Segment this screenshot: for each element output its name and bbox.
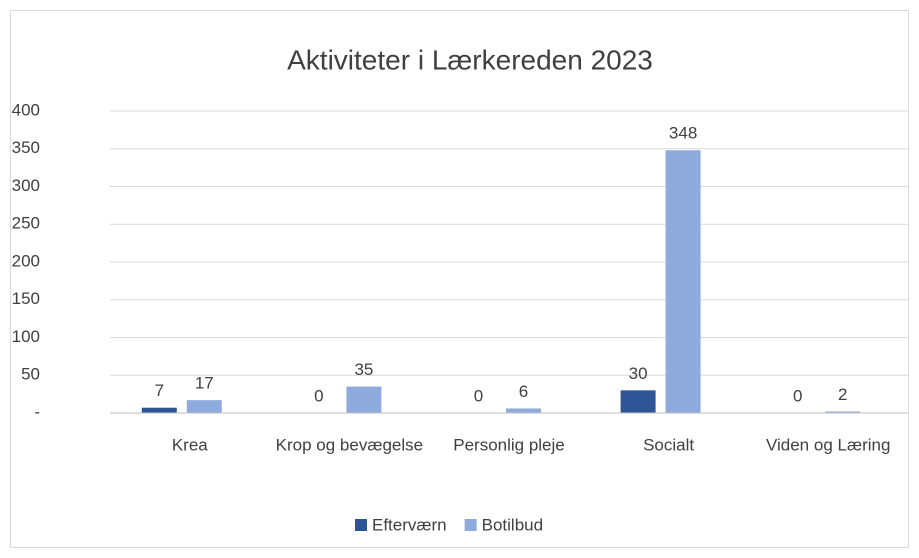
chart-border <box>10 10 909 548</box>
data-label: 17 <box>195 374 214 393</box>
legend-label: Botilbud <box>482 515 543 534</box>
legend-swatch <box>355 519 367 531</box>
bar <box>186 400 222 413</box>
y-tick-label: 50 <box>21 365 40 384</box>
x-tick-label: Krea <box>172 435 208 454</box>
y-tick-label: 300 <box>12 176 40 195</box>
data-label: 0 <box>793 386 802 405</box>
bar <box>825 411 861 413</box>
legend-swatch <box>464 519 477 531</box>
chart-title: Aktiviteter i Lærkereden 2023 <box>287 44 653 75</box>
y-tick-label: 100 <box>12 327 40 346</box>
x-tick-label: Personlig pleje <box>453 435 565 454</box>
data-label: 348 <box>669 124 697 143</box>
x-tick-label: Socialt <box>643 435 694 454</box>
data-label: 30 <box>629 364 648 383</box>
y-tick-label: 350 <box>12 138 40 157</box>
y-tick-label: 400 <box>12 100 40 119</box>
data-label: 0 <box>314 386 323 405</box>
x-tick-label: Krop og bevægelse <box>276 435 423 454</box>
bar <box>665 150 701 413</box>
bar <box>506 408 541 413</box>
y-tick-label: - <box>34 402 40 421</box>
bar <box>141 407 177 413</box>
y-tick-label: 150 <box>12 289 40 308</box>
x-tick-label: Viden og Læring <box>766 435 890 454</box>
data-label: 35 <box>354 360 373 379</box>
data-label: 6 <box>519 382 528 401</box>
data-label: 2 <box>838 385 847 404</box>
bar <box>620 390 656 413</box>
data-label: 7 <box>155 381 164 400</box>
data-label: 0 <box>474 386 483 405</box>
legend-label: Efterværn <box>372 515 447 534</box>
y-tick-label: 200 <box>12 251 40 270</box>
y-tick-label: 250 <box>12 214 40 233</box>
bar <box>346 386 382 413</box>
